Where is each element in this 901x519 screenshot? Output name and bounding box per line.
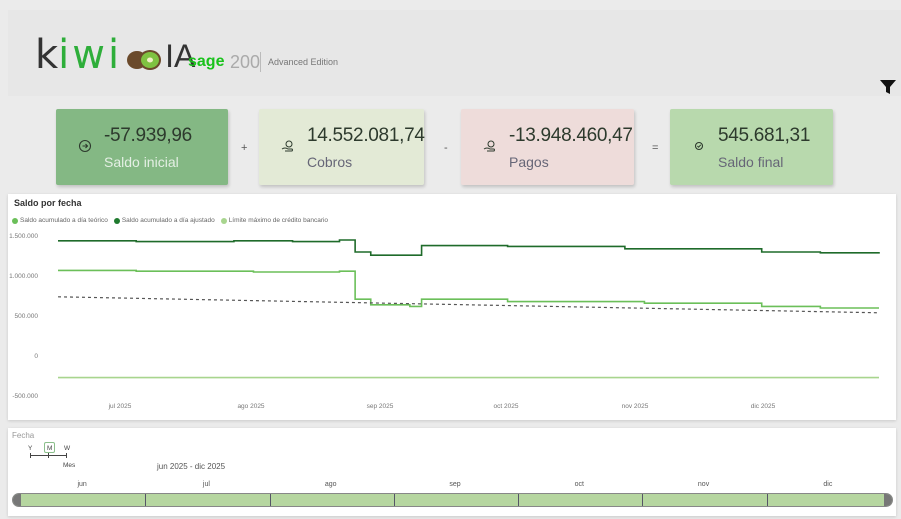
- granularity-selector[interactable]: Y M W: [26, 442, 78, 463]
- x-tick-label: oct 2025: [494, 403, 519, 410]
- kpi-label: Cobros: [307, 154, 353, 170]
- granularity-month[interactable]: M: [47, 445, 53, 452]
- kpi-saldo-final: 545.681,31 Saldo final: [670, 109, 833, 185]
- x-tick-label: ago 2025: [237, 403, 264, 410]
- month-label: jun: [77, 481, 87, 488]
- legend-dot: [12, 217, 18, 224]
- granularity-week[interactable]: W: [64, 445, 71, 452]
- legend-dot: [113, 217, 120, 224]
- month-labels: jun jul ago sep oct nov dic: [20, 481, 890, 491]
- legend-dot: [220, 217, 227, 224]
- legend-label: Límite máximo de crédito bancario: [228, 217, 329, 224]
- series-line-1[interactable]: [58, 269, 879, 309]
- legend-label: Saldo acumulado a día ajustado: [121, 217, 215, 224]
- granularity-month-selected-box: [44, 442, 55, 453]
- kpi-value: -13.948.460,47: [509, 125, 633, 146]
- legend-item-ajustado[interactable]: Saldo acumulado a día ajustado: [113, 217, 215, 224]
- x-tick-label: jul 2025: [108, 403, 132, 410]
- legend-item-teorico[interactable]: Saldo acumulado a día teórico: [12, 217, 108, 224]
- month-label: oct: [574, 481, 584, 488]
- kpi-pagos: -13.948.460,47 Pagos: [461, 109, 634, 185]
- legend-item-limite[interactable]: Límite máximo de crédito bancario: [220, 217, 329, 224]
- logo-letters-ia: IA: [165, 38, 196, 74]
- header-banner: k iwi IA sage 200 Advanced Edition: [8, 10, 901, 96]
- date-range-slider[interactable]: [12, 493, 893, 507]
- logo-letter-k: k: [35, 32, 59, 78]
- date-slicer-card: Fecha Y M W Mes jun 2025 - dic 2025 jun j…: [8, 428, 896, 516]
- kpi-value: 14.552.081,74: [307, 125, 425, 146]
- money-hand-icon: [483, 140, 495, 152]
- chart-title: Saldo por fecha: [14, 198, 82, 208]
- legend-label: Saldo acumulado a día teórico: [20, 217, 108, 224]
- month-divider: [393, 494, 395, 506]
- brand-divider: [260, 52, 261, 72]
- x-tick-label: nov 2025: [622, 403, 649, 410]
- granularity-tick: [48, 453, 49, 458]
- kpi-saldo-inicial: -57.939,96 Saldo inicial: [56, 109, 228, 185]
- filter-funnel-icon[interactable]: [879, 78, 897, 96]
- y-tick-label: -500.000: [12, 393, 38, 400]
- kpi-cobros: 14.552.081,74 Cobros: [259, 109, 425, 185]
- sage-brand: sage: [188, 53, 225, 70]
- month-label: dic: [823, 481, 833, 488]
- month-divider: [766, 494, 768, 506]
- range-end-handle[interactable]: [884, 494, 892, 506]
- saldo-chart-card: 1.500.000 1.000.000 500.000 0 -500.000 jul 20…: [8, 194, 896, 420]
- plus-operator: +: [241, 142, 248, 154]
- series-line-3[interactable]: [57, 296, 880, 314]
- minus-operator: -: [444, 142, 448, 154]
- check-circle-icon: [694, 141, 704, 151]
- y-tick-label: 500.000: [15, 313, 39, 320]
- granularity-year[interactable]: Y: [28, 445, 33, 452]
- range-start-handle[interactable]: [13, 494, 21, 506]
- month-divider: [269, 494, 271, 506]
- kpi-value: -57.939,96: [104, 125, 192, 146]
- kiwi-fruit-icon: [127, 50, 162, 70]
- series-line-0[interactable]: [58, 239, 880, 256]
- granularity-label: Mes: [63, 462, 76, 469]
- sage-edition: Advanced Edition: [268, 57, 339, 67]
- logo-letters-iwi: iwi: [58, 32, 123, 78]
- kpi-label: Saldo inicial: [104, 154, 179, 170]
- y-tick-label: 0: [34, 353, 38, 360]
- slicer-title: Fecha: [12, 431, 35, 440]
- chart-legend: Saldo acumulado a día teórico Saldo acum…: [12, 217, 328, 224]
- arrow-circle-icon: [78, 139, 92, 153]
- y-tick-label: 1.000.000: [9, 273, 38, 280]
- kiwi-ia-logo: k iwi IA: [35, 35, 195, 75]
- money-hand-icon: [281, 140, 293, 152]
- kpi-value: 545.681,31: [718, 125, 811, 146]
- month-divider: [518, 494, 520, 506]
- month-label: ago: [324, 481, 337, 488]
- granularity-tick: [66, 453, 67, 458]
- saldo-line-chart[interactable]: 1.500.000 1.000.000 500.000 0 -500.000 jul 20…: [8, 194, 896, 420]
- month-label: nov: [697, 481, 710, 488]
- granularity-tick: [30, 453, 31, 458]
- month-divider: [642, 494, 644, 506]
- month-label: jul: [202, 481, 210, 488]
- kpi-label: Saldo final: [718, 154, 784, 170]
- date-range-label: jun 2025 - dic 2025: [157, 462, 226, 471]
- kpi-label: Pagos: [509, 154, 549, 170]
- y-tick-label: 1.500.000: [9, 233, 38, 240]
- month-divider: [145, 494, 147, 506]
- sage-version: 200: [230, 52, 261, 72]
- equals-operator: =: [652, 142, 659, 154]
- month-label: sep: [449, 481, 461, 488]
- x-tick-label: dic 2025: [751, 403, 776, 410]
- x-tick-label: sep 2025: [367, 403, 394, 410]
